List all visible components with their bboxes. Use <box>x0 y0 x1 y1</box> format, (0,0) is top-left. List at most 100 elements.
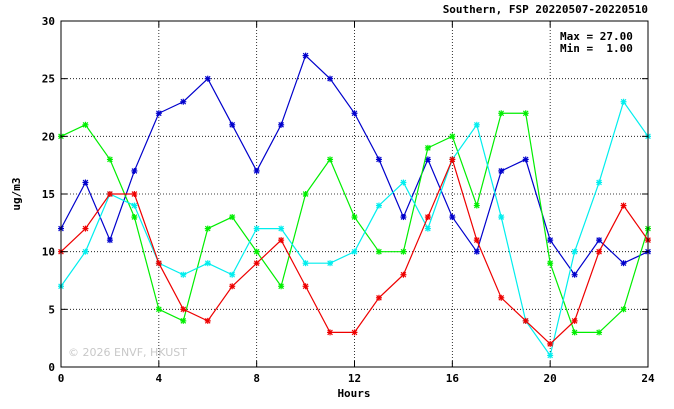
x-tick-label: 24 <box>641 372 655 385</box>
data-point-marker <box>351 329 358 336</box>
data-point-marker <box>204 225 211 232</box>
grid-lines <box>61 21 648 367</box>
data-point-marker <box>498 214 505 221</box>
data-point-marker <box>473 237 480 244</box>
data-point-marker <box>375 202 382 209</box>
data-point-marker <box>253 260 260 267</box>
x-tick-label: 12 <box>348 372 361 385</box>
series-1 <box>58 52 651 278</box>
data-point-marker <box>327 75 334 82</box>
data-point-marker <box>131 167 138 174</box>
data-point-marker <box>155 260 162 267</box>
data-point-marker <box>82 121 89 128</box>
data-point-marker <box>449 214 456 221</box>
data-point-marker <box>155 306 162 313</box>
data-point-marker <box>547 340 554 347</box>
data-point-marker <box>82 225 89 232</box>
data-point-marker <box>400 271 407 278</box>
data-point-marker <box>278 225 285 232</box>
axis-ticks: 0 4 8 12 16 20 24 0 5 10 15 20 25 30 <box>42 15 655 385</box>
chart-title: Southern, FSP 20220507-20220510 <box>443 3 648 16</box>
data-point-marker <box>400 179 407 186</box>
data-point-marker <box>106 191 113 197</box>
data-point-marker <box>180 98 187 105</box>
data-point-marker <box>424 214 431 221</box>
data-point-marker <box>302 260 309 267</box>
data-point-marker <box>424 156 431 163</box>
data-point-marker <box>473 248 480 255</box>
data-point-marker <box>571 248 578 255</box>
y-tick-label: 15 <box>42 188 55 201</box>
annotation-max: Max = 27.00 <box>560 30 633 43</box>
data-point-marker <box>82 179 89 186</box>
data-point-marker <box>253 167 260 174</box>
data-point-marker <box>180 306 187 313</box>
data-point-marker <box>278 121 285 128</box>
data-point-marker <box>424 144 431 151</box>
data-point-marker <box>229 283 236 290</box>
data-point-marker <box>473 121 480 128</box>
data-point-marker <box>596 329 603 336</box>
data-point-marker <box>278 237 285 244</box>
x-tick-label: 0 <box>58 372 65 385</box>
data-point-marker <box>155 110 162 117</box>
data-point-marker <box>131 191 138 197</box>
data-point-marker <box>229 121 236 128</box>
y-tick-label: 20 <box>42 130 55 143</box>
data-point-marker <box>522 156 529 163</box>
annotation-min: Min = 1.00 <box>560 42 633 55</box>
data-point-marker <box>522 317 529 324</box>
y-tick-label: 30 <box>42 15 55 28</box>
data-point-marker <box>204 75 211 82</box>
data-point-marker <box>498 294 505 301</box>
data-point-marker <box>498 110 505 117</box>
data-point-marker <box>204 260 211 267</box>
data-point-marker <box>253 248 260 255</box>
data-point-marker <box>180 271 187 278</box>
series-layer <box>58 52 651 359</box>
x-tick-label: 8 <box>253 372 260 385</box>
data-point-marker <box>351 110 358 117</box>
data-point-marker <box>229 214 236 221</box>
data-point-marker <box>424 225 431 232</box>
data-point-marker <box>302 52 309 59</box>
data-point-marker <box>351 248 358 255</box>
data-point-marker <box>498 167 505 174</box>
data-point-marker <box>131 202 138 209</box>
y-tick-label: 25 <box>42 73 55 86</box>
y-tick-label: 5 <box>48 303 55 316</box>
data-point-marker <box>375 294 382 301</box>
data-point-marker <box>400 214 407 221</box>
data-point-marker <box>620 306 627 313</box>
data-point-marker <box>204 317 211 324</box>
data-point-marker <box>596 248 603 255</box>
data-point-marker <box>302 283 309 290</box>
data-point-marker <box>82 248 89 255</box>
data-point-marker <box>400 248 407 255</box>
data-point-marker <box>571 329 578 336</box>
data-point-marker <box>327 156 334 163</box>
data-point-marker <box>571 317 578 324</box>
watermark: © 2026 ENVF, HKUST <box>68 346 187 359</box>
data-point-marker <box>375 156 382 163</box>
data-point-marker <box>327 329 334 336</box>
data-point-marker <box>522 110 529 117</box>
data-point-marker <box>106 156 113 163</box>
data-point-marker <box>620 98 627 105</box>
data-point-marker <box>351 214 358 221</box>
data-point-marker <box>229 271 236 278</box>
series-2 <box>58 110 651 336</box>
data-point-marker <box>547 260 554 267</box>
data-point-marker <box>106 237 113 244</box>
data-point-marker <box>327 260 334 267</box>
x-tick-label: 20 <box>544 372 557 385</box>
data-point-marker <box>596 237 603 244</box>
data-point-marker <box>571 271 578 278</box>
x-tick-label: 16 <box>446 372 460 385</box>
data-point-marker <box>375 248 382 255</box>
data-point-marker <box>620 202 627 209</box>
data-point-marker <box>449 133 456 140</box>
data-point-marker <box>302 191 309 197</box>
y-tick-label: 10 <box>42 246 55 259</box>
y-tick-label: 0 <box>48 361 55 374</box>
